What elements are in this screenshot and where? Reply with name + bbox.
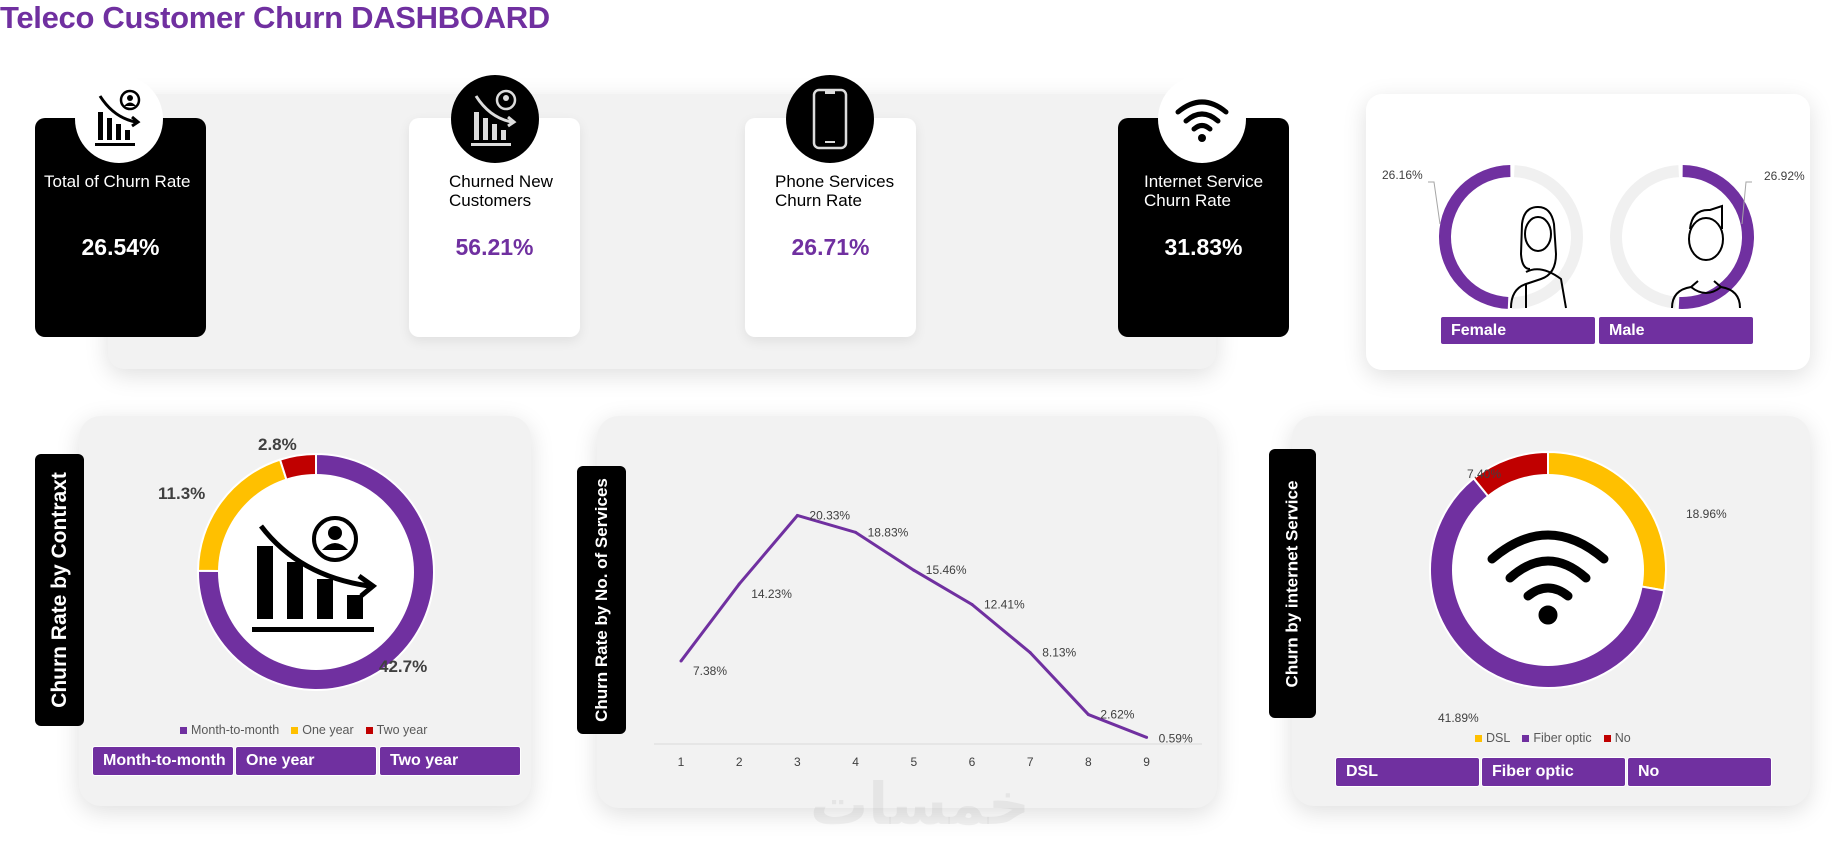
legend-item: DSL (1475, 731, 1510, 745)
churn-chart-icon (252, 516, 378, 632)
contract-filter-two-year[interactable]: Two year (379, 746, 521, 776)
x-tick-label: 8 (1085, 755, 1092, 769)
male-donut (1610, 165, 1754, 309)
data-point (1145, 735, 1149, 739)
male-donut-track (1610, 165, 1680, 309)
kpi-label: Internet Service Churn Rate (1144, 172, 1264, 210)
female-hijab-icon (1510, 205, 1567, 309)
kpi-label: Churned New Customers (449, 172, 553, 210)
page-title: Teleco Customer Churn DASHBOARD (0, 0, 550, 35)
kpi-label: Phone Services Churn Rate (775, 172, 895, 210)
data-label-fiber-optic: 41.89% (1438, 711, 1479, 725)
donut-hole (1452, 474, 1644, 666)
legend-item: Fiber optic (1522, 731, 1592, 745)
series-line (679, 513, 1148, 739)
x-tick-label: 3 (794, 755, 801, 769)
data-label-one-year: 11.3% (158, 484, 205, 503)
contract-donut-chart: 42.7% 11.3% 2.8% (158, 435, 435, 691)
data-label: 8.13% (1042, 646, 1076, 660)
kpi-label: Total of Churn Rate (44, 172, 191, 191)
data-label: 18.83% (868, 525, 909, 539)
data-point (854, 530, 858, 534)
data-point (1086, 713, 1090, 717)
data-label: 0.59% (1159, 731, 1193, 745)
male-leader-line (1741, 181, 1752, 225)
data-label-two-year: 2.8% (258, 435, 297, 454)
gender-filter-male[interactable]: Male (1598, 316, 1754, 345)
x-tick-label: 9 (1143, 755, 1150, 769)
internet-filter-dsl[interactable]: DSL (1335, 757, 1480, 787)
x-tick-label: 4 (852, 755, 859, 769)
internet-filter-no[interactable]: No (1627, 757, 1772, 787)
wifi-icon (1487, 530, 1609, 625)
female-donut-track (1511, 165, 1584, 309)
data-point (795, 513, 799, 517)
gender-filter-female[interactable]: Female (1440, 316, 1596, 345)
kpi-card-phone-churn: Phone Services Churn Rate 26.71% (745, 118, 916, 337)
data-label: 2.62% (1100, 708, 1134, 722)
legend-item: Month-to-month (180, 723, 279, 737)
contract-filter-month-to-month[interactable]: Month-to-month (92, 746, 234, 776)
internet-legend: DSL Fiber optic No (1475, 731, 1631, 745)
male-icon (1671, 204, 1741, 309)
contract-filter-one-year[interactable]: One year (235, 746, 377, 776)
data-label: 20.33% (809, 508, 850, 522)
kpi-value: 26.71% (791, 234, 870, 260)
data-label: 15.46% (926, 563, 967, 577)
data-label-dsl: 18.96% (1686, 507, 1727, 521)
x-tick-label: 2 (736, 755, 743, 769)
kpi-value: 31.83% (1164, 234, 1243, 260)
legend-item: No (1603, 731, 1631, 745)
data-point (1028, 651, 1032, 655)
female-donut (1439, 165, 1584, 309)
data-label-month-to-month: 42.7% (379, 657, 427, 676)
watermark: خمسات (810, 770, 1030, 838)
female-leader-line (1428, 181, 1441, 225)
internet-filter-fiber-optic[interactable]: Fiber optic (1481, 757, 1626, 787)
data-label-no: 7.40% (1467, 467, 1501, 481)
data-label: 14.23% (751, 587, 792, 601)
gender-donuts: 26.16% 26.92% (1382, 165, 1805, 309)
services-chart-title: Churn Rate by No. of Services (577, 466, 626, 734)
data-point (912, 568, 916, 572)
churn-chart-icon (451, 75, 539, 163)
services-line-chart: 7.38% 1 14.23% 2 20.33% 3 18.83% 4 15.46% 5 12.41%… (654, 508, 1202, 769)
x-tick-label: 6 (969, 755, 976, 769)
wifi-icon (1158, 75, 1246, 163)
churn-chart-icon (75, 75, 163, 163)
kpi-value: 56.21% (455, 234, 534, 260)
legend-item: Two year (365, 723, 427, 737)
data-label: 7.38% (693, 664, 727, 678)
male-donut-fill (1678, 165, 1754, 309)
data-label: 12.41% (984, 598, 1025, 612)
internet-chart-title: Churn by internet Service (1269, 449, 1316, 718)
smartphone-icon (786, 75, 874, 163)
x-tick-label: 7 (1027, 755, 1034, 769)
data-point (679, 659, 683, 663)
x-tick-label: 1 (678, 755, 685, 769)
data-point (737, 582, 741, 586)
services-panel (597, 416, 1217, 808)
kpi-panel (108, 94, 1216, 369)
contract-chart-title: Churn Rate by Contraxt (35, 454, 84, 726)
internet-donut-chart: 18.96% 41.89% 7.40% (1429, 450, 1727, 725)
legend-item: One year (291, 723, 354, 737)
female-donut-fill (1439, 165, 1511, 309)
female-value-label: 26.16% (1382, 168, 1423, 182)
contract-legend: Month-to-month One year Two year (180, 723, 427, 737)
kpi-value: 26.54% (81, 234, 160, 260)
data-point (970, 603, 974, 607)
x-tick-label: 5 (910, 755, 917, 769)
male-value-label: 26.92% (1764, 169, 1805, 183)
